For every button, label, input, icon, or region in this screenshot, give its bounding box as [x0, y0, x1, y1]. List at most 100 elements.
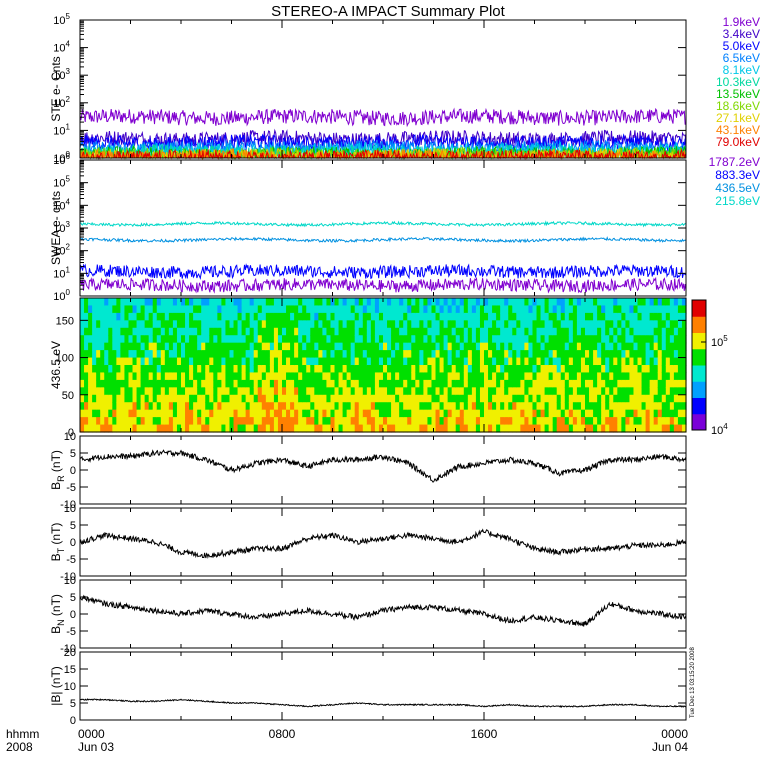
pad-heatmap-cell [205, 387, 210, 396]
pad-heatmap-cell [492, 350, 497, 359]
swea-ytick-exponent: 4 [66, 197, 71, 206]
pad-heatmap-cell [120, 372, 126, 381]
pad-heatmap-cell [564, 305, 570, 314]
pad-heatmap-cell [609, 305, 614, 314]
pad-heatmap-cell [306, 394, 311, 403]
pad-heatmap-cell [302, 365, 307, 374]
pad-heatmap-cell [314, 320, 319, 329]
pad-heatmap-cell [257, 379, 263, 388]
br-ytick-label: -5 [66, 482, 76, 494]
pad-heatmap-cell [144, 372, 150, 381]
pad-heatmap-cell [213, 394, 218, 403]
pad-heatmap-cell [661, 372, 667, 381]
swea-series-line [79, 263, 687, 280]
pad-heatmap-cell [205, 357, 210, 366]
pad-heatmap-cell [597, 372, 602, 381]
pad-heatmap-cell [572, 424, 578, 433]
pad-heatmap-cell [524, 387, 530, 396]
pad-heatmap-cell [290, 305, 295, 314]
pad-heatmap-cell [576, 350, 582, 359]
pad-heatmap-cell [479, 327, 485, 336]
pad-heatmap-cell [144, 365, 150, 374]
pad-heatmap-cell [633, 387, 639, 396]
pad-heatmap-cell [370, 312, 376, 321]
pad-heatmap-cell [589, 387, 594, 396]
pad-heatmap-cell [334, 424, 340, 433]
pad-heatmap-cell [484, 357, 489, 366]
pad-heatmap-cell [407, 357, 412, 366]
pad-heatmap-cell [613, 342, 618, 351]
plot-timestamp: Tue Dec 13 03:15:20 2008 [690, 647, 696, 718]
pad-heatmap-cell [100, 387, 105, 396]
pad-heatmap-cell [484, 312, 489, 321]
pad-heatmap-cell [556, 350, 562, 359]
pad-heatmap-cell [504, 335, 509, 344]
pad-heatmap-cell [96, 327, 101, 336]
pad-heatmap-cell [80, 372, 85, 381]
pad-heatmap-cell [657, 327, 663, 336]
pad-heatmap-cell [548, 394, 554, 403]
pad-heatmap-cell [681, 365, 687, 374]
pad-heatmap-cell [378, 312, 384, 321]
pad-heatmap-cell [136, 387, 142, 396]
pad-heatmap-cell [152, 298, 158, 307]
pad-heatmap-cell [661, 402, 667, 411]
pad-heatmap-cell [593, 298, 598, 307]
pad-heatmap-cell [544, 327, 550, 336]
pad-heatmap-cell [273, 327, 279, 336]
pad-heatmap-cell [391, 312, 396, 321]
pad-heatmap-cell [176, 424, 182, 433]
pad-heatmap-cell [84, 335, 89, 344]
colorbar-tick-base: 10 [711, 425, 723, 437]
pad-heatmap-cell [253, 424, 259, 433]
pad-heatmap-cell [427, 312, 433, 321]
pad-heatmap-cell [524, 298, 530, 307]
pad-heatmap-cell [637, 417, 643, 426]
swea-legend-entry: 436.5eV [715, 181, 760, 195]
pad-heatmap-cell [273, 372, 279, 381]
pad-heatmap-cell [681, 387, 687, 396]
pad-heatmap-cell [189, 402, 194, 411]
pad-heatmap-cell [104, 342, 109, 351]
pad-heatmap-cell [613, 409, 618, 418]
pad-heatmap-cell [112, 320, 117, 329]
pad-heatmap-cell [354, 312, 360, 321]
pad-heatmap-cell [580, 320, 586, 329]
pad-heatmap-cell [120, 342, 126, 351]
pad-heatmap-cell [282, 320, 287, 329]
pad-heatmap-cell [366, 320, 372, 329]
pad-heatmap-cell [261, 424, 267, 433]
pad-heatmap-cell [124, 335, 130, 344]
pad-heatmap-cell [92, 320, 97, 329]
pad-heatmap-cell [217, 320, 222, 329]
pad-ytick-label: 0 [68, 427, 74, 439]
pad-heatmap-cell [528, 409, 534, 418]
colorbar-tick-exponent: 4 [723, 422, 728, 431]
pad-heatmap-cell [419, 379, 424, 388]
pad-heatmap-cell [463, 342, 469, 351]
pad-heatmap-cell [484, 402, 489, 411]
pad-heatmap-cell [302, 387, 307, 396]
pad-heatmap-cell [399, 379, 404, 388]
pad-heatmap-cell [290, 342, 295, 351]
pad-heatmap-cell [193, 350, 198, 359]
ste-ytick-base: 10 [53, 15, 65, 27]
pad-heatmap-cell [613, 372, 618, 381]
pad-heatmap-cell [322, 379, 328, 388]
pad-heatmap-cell [391, 365, 396, 374]
pad-heatmap-cell [613, 417, 618, 426]
pad-heatmap-cell [108, 350, 113, 359]
pad-heatmap-cell [617, 387, 622, 396]
pad-heatmap-cell [576, 342, 582, 351]
pad-heatmap-cell [447, 298, 453, 307]
pad-heatmap-cell [156, 320, 162, 329]
pad-heatmap-cell [597, 350, 602, 359]
pad-heatmap-cell [322, 409, 328, 418]
pad-heatmap-cell [500, 379, 505, 388]
pad-heatmap-cell [84, 320, 89, 329]
pad-heatmap-cell [140, 350, 146, 359]
pad-heatmap-cell [677, 402, 683, 411]
pad-heatmap-cell [282, 402, 287, 411]
pad-heatmap-cell [148, 394, 154, 403]
pad-heatmap-cell [540, 320, 546, 329]
